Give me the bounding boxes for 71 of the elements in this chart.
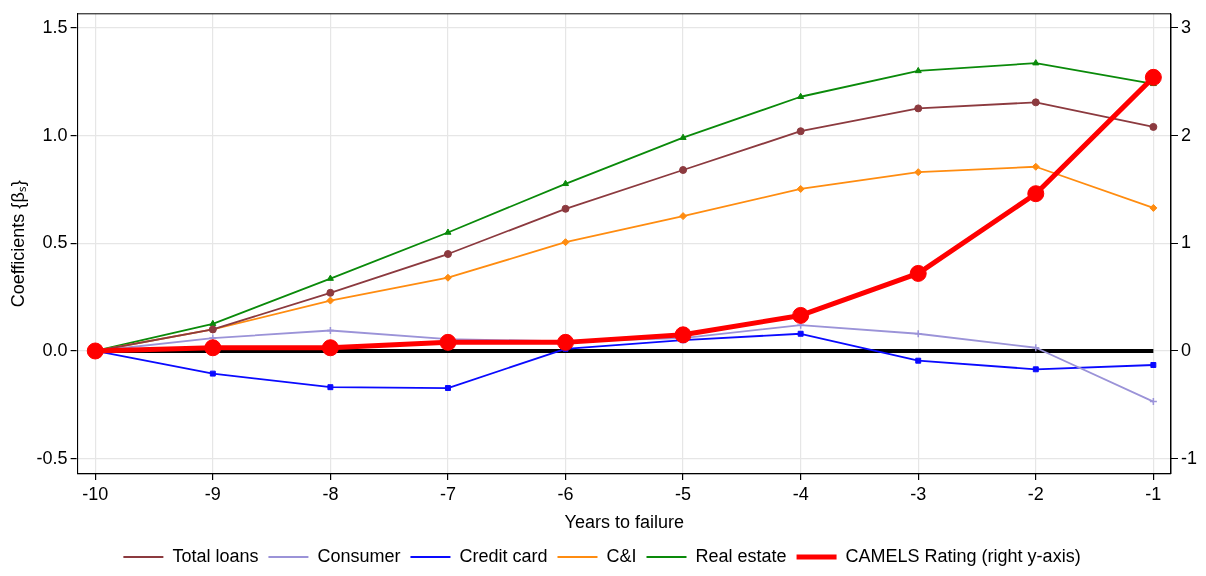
legend-label: C&I: [606, 545, 637, 566]
point: [209, 370, 216, 377]
y-tick-label: 1.0: [42, 124, 68, 145]
x-axis-title: Years to failure: [564, 512, 685, 533]
point: [443, 250, 452, 259]
y2-tick-label: 0: [1181, 339, 1192, 360]
point: [1032, 366, 1039, 373]
y-tick-label: 0.5: [42, 232, 68, 253]
point: [326, 288, 335, 297]
point: [1149, 203, 1158, 212]
legend-label: Real estate: [695, 545, 787, 566]
point: [561, 179, 570, 187]
point: [209, 319, 217, 327]
x-tick-label: -8: [322, 483, 339, 504]
point: [561, 204, 570, 213]
point: [1149, 122, 1158, 131]
x-tick-label: -7: [439, 483, 456, 504]
point: [439, 333, 457, 351]
x-tick-label: -6: [557, 483, 574, 504]
legend-label: Consumer: [317, 545, 401, 566]
legend-label: CAMELS Rating (right y-axis): [845, 545, 1081, 566]
y2-tick-label: 2: [1181, 124, 1192, 145]
y-tick-label: 0.0: [42, 339, 68, 360]
point: [561, 238, 570, 247]
y2-tick-label: 1: [1181, 232, 1192, 253]
point: [1144, 68, 1162, 86]
point: [914, 168, 923, 177]
point: [914, 104, 923, 113]
point: [204, 339, 222, 357]
point: [679, 212, 688, 221]
y2-tick-label: -1: [1181, 447, 1198, 468]
y2-tick-label: 3: [1181, 16, 1192, 37]
point: [444, 228, 452, 235]
point: [326, 274, 334, 281]
point: [915, 357, 922, 364]
point: [1032, 59, 1040, 66]
point: [443, 273, 452, 282]
point: [796, 184, 805, 193]
point: [86, 342, 104, 360]
point: [909, 264, 927, 282]
y-tick-label: 1.5: [42, 16, 68, 37]
point: [326, 296, 335, 305]
y-tick-label: -0.5: [36, 447, 68, 468]
point: [1031, 162, 1040, 171]
x-tick-label: -1: [1145, 483, 1162, 504]
legend-label: Total loans: [172, 545, 259, 566]
point: [797, 92, 805, 99]
point: [797, 330, 804, 337]
x-tick-label: -2: [1027, 483, 1044, 504]
point: [321, 339, 339, 357]
point: [674, 326, 692, 344]
point: [1031, 343, 1041, 353]
point: [679, 166, 688, 175]
point: [792, 306, 810, 324]
x-tick-label: -10: [82, 483, 109, 504]
point: [557, 333, 575, 351]
x-tick-label: -5: [675, 483, 692, 504]
point: [679, 133, 687, 140]
point: [327, 384, 334, 391]
x-tick-label: -3: [910, 483, 927, 504]
point: [444, 385, 451, 392]
point: [796, 127, 805, 136]
x-tick-label: -4: [792, 483, 809, 504]
point: [914, 66, 922, 74]
point: [1150, 362, 1157, 368]
x-tick-label: -9: [204, 483, 221, 504]
point: [1027, 185, 1045, 203]
point: [913, 329, 923, 338]
legend-label: Credit card: [459, 545, 548, 566]
y-axis-title: Coefficients {βₛ}: [7, 180, 28, 308]
point: [1031, 98, 1040, 107]
